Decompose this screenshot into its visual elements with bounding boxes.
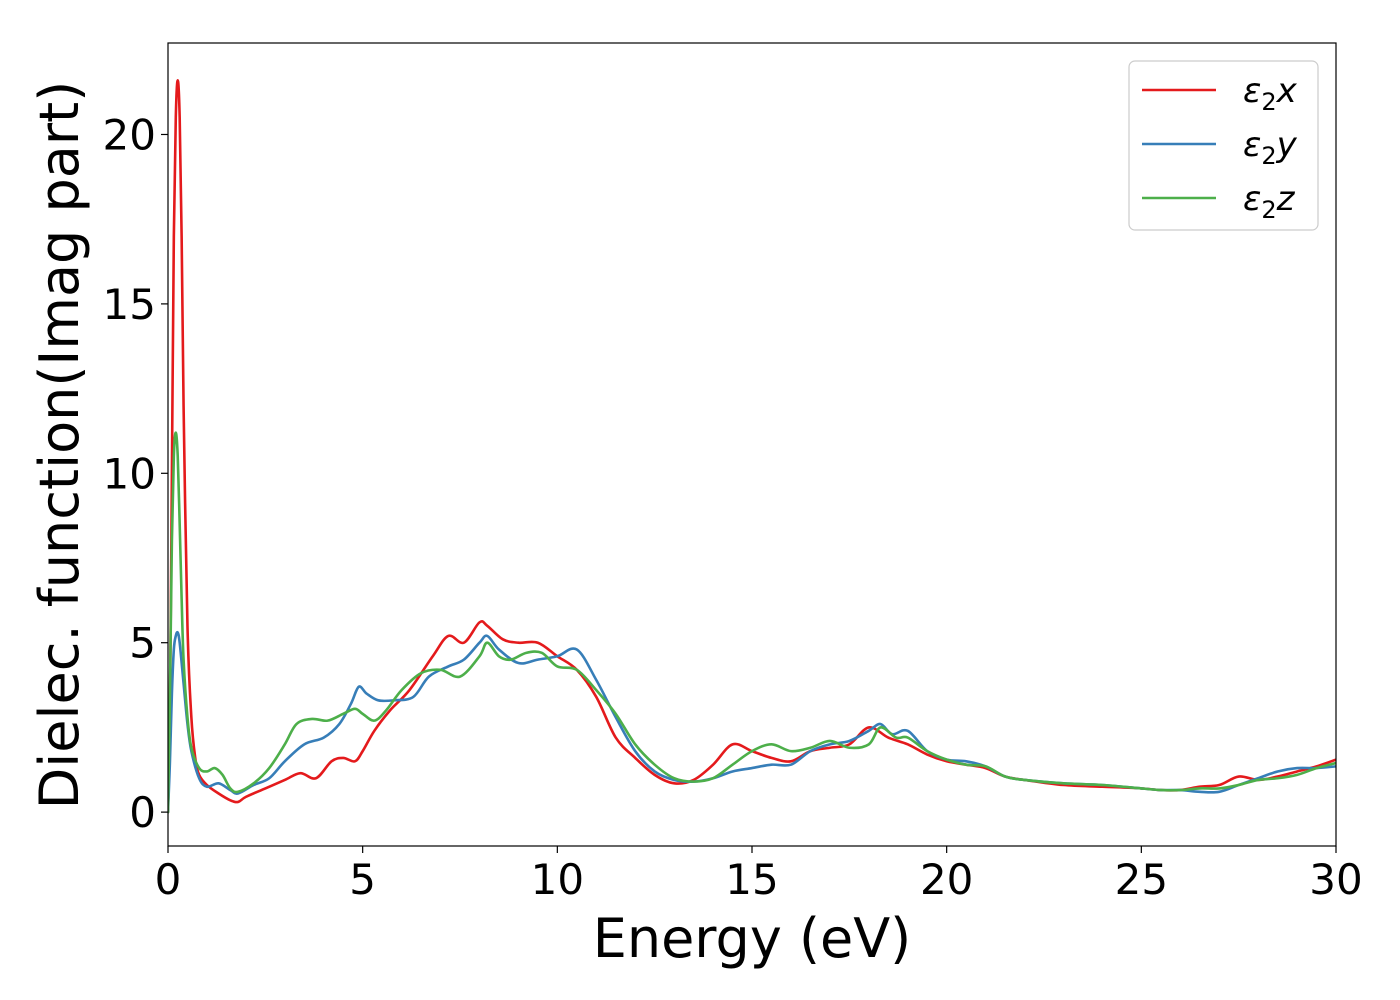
x-axis-ticks: 0 5 10 15 20 25 30 <box>155 846 1363 904</box>
legend-label-z: ε2z <box>1243 179 1296 224</box>
y-tick-label: 15 <box>103 280 156 329</box>
y-axis-label: Dielec. function(Imag part) <box>28 81 91 810</box>
legend-symbol: ε <box>1243 71 1261 111</box>
legend-subscript: 2 <box>1261 142 1276 170</box>
legend-box <box>1128 60 1319 231</box>
legend-label-y: ε2y <box>1243 125 1298 170</box>
x-tick-label: 0 <box>155 855 182 904</box>
legend-label-x: ε2x <box>1243 71 1298 116</box>
series-line-z <box>168 431 1336 814</box>
legend-symbol: ε <box>1243 179 1261 219</box>
legend-component: x <box>1276 71 1298 111</box>
x-tick-label: 25 <box>1115 855 1168 904</box>
x-tick-label: 20 <box>920 855 973 904</box>
y-tick-label: 10 <box>103 449 156 498</box>
legend-subscript: 2 <box>1261 196 1276 224</box>
y-axis-ticks: 0 5 10 15 20 <box>103 110 168 837</box>
legend-subscript: 2 <box>1261 88 1276 116</box>
legend-component: z <box>1276 179 1296 219</box>
y-tick-label: 20 <box>103 110 156 159</box>
y-tick-label: 0 <box>129 788 156 837</box>
legend-symbol: ε <box>1243 125 1261 165</box>
x-tick-label: 10 <box>531 855 584 904</box>
x-tick-label: 15 <box>725 855 778 904</box>
x-axis-label: Energy (eV) <box>593 907 912 970</box>
legend-component: y <box>1276 125 1298 165</box>
x-tick-label: 30 <box>1309 855 1362 904</box>
series-layer <box>168 78 1336 814</box>
x-tick-label: 5 <box>349 855 376 904</box>
y-tick-label: 5 <box>129 619 156 668</box>
